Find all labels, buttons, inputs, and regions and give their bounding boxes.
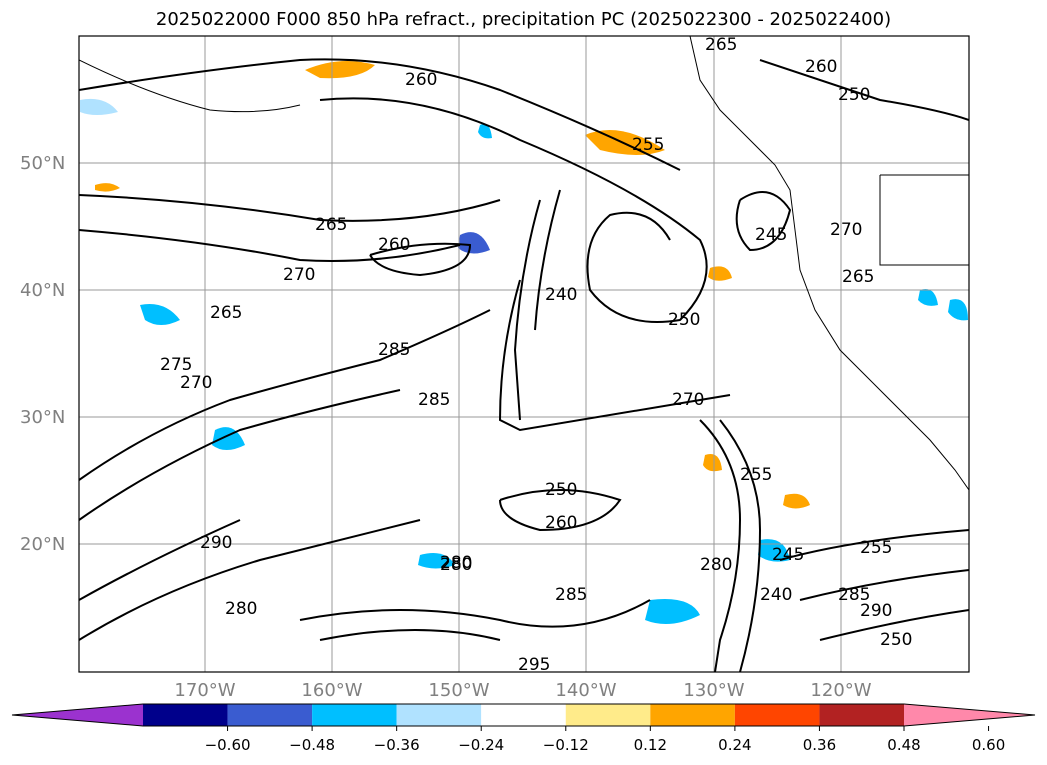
refractivity-contours [79,58,969,672]
colorbar-outline [11,703,1036,727]
contour-label: 240 [760,585,792,605]
lon-label-120w: 120°W [810,680,872,701]
precip-patch [212,427,245,450]
colorbar-segment [565,704,651,726]
contour-label: 285 [418,390,450,410]
lat-label-50n: 50°N [20,153,66,174]
contour-label: 240 [545,285,577,305]
colorbar-tick-label: 0.12 [633,736,668,754]
contour-label: 270 [672,390,704,410]
contour-label: 280 [440,553,472,573]
lon-label-160w: 160°W [301,680,363,701]
contour-label: 285 [838,585,870,605]
contour-label: 265 [210,303,242,323]
contour-label: 265 [705,35,737,55]
contour-label: 290 [200,533,232,553]
lat-label-40n: 40°N [20,280,66,301]
colorbar-tick-label: 0.36 [802,736,837,754]
lon-label-170w: 170°W [174,680,236,701]
map-frame [78,35,970,673]
precip-patch [758,539,790,562]
colorbar-tick-label: 0.24 [718,736,752,754]
contour-label: 280 [700,555,732,575]
contour-label: 250 [880,630,912,650]
contour-label: 265 [315,215,347,235]
lon-label-130w: 130°W [683,680,745,701]
colorbar-tick-label: −0.60 [204,736,251,754]
contour-label: 285 [555,585,587,605]
colorbar-segment [227,704,313,726]
contour-labels: 260 265 255 250 265 270 260 245 240 270 … [160,35,912,675]
colorbar-segment [734,704,820,726]
colorbar-tick-label: −0.48 [289,736,336,754]
lon-label-140w: 140°W [555,680,617,701]
colorbar-segment [143,704,228,726]
colorbar-segment [650,704,735,726]
colorbar-tick-label: −0.12 [542,736,589,754]
contour-label: 265 [842,267,874,287]
contour-label: 275 [160,355,192,375]
contour-label: 260 [805,57,837,77]
colorbar-extend-low [12,704,143,726]
contour-label: 260 [405,70,437,90]
contour-label: 280 [440,555,472,575]
precip-patch [458,232,490,254]
precip-patch [80,98,118,115]
colorbar-tick-label: −0.36 [373,736,420,754]
contour-label: 255 [860,538,892,558]
precip-patch [478,123,492,139]
contour-label: 260 [378,235,410,255]
contour-label: 255 [740,465,772,485]
precip-patch [948,299,968,321]
precip-patch [645,599,700,624]
coastline [79,36,969,491]
lat-label-20n: 20°N [20,534,66,555]
colorbar-segment [396,704,482,726]
colorbar-tick-label: 0.60 [971,736,1006,754]
map-plot-area: 260 265 255 250 265 270 260 245 240 270 … [79,35,969,675]
contour-label: 270 [180,373,212,393]
precip-patch [708,266,732,281]
contour-label: 285 [378,340,410,360]
colorbar-segment [312,704,397,726]
precip-patch [703,454,722,472]
contour-label: 260 [545,513,577,533]
contour-label: 280 [225,599,257,619]
colorbar-segment [819,704,904,726]
contour-label: 245 [772,545,804,565]
colorbar [11,703,1036,731]
lon-label-150w: 150°W [428,680,490,701]
precip-patch [418,552,455,569]
contour-label: 250 [545,480,577,500]
colorbar-tick-label: −0.24 [458,736,505,754]
contour-label: 270 [830,220,862,240]
precip-patch [140,304,180,325]
contour-label: 245 [755,225,787,245]
precip-patch [305,61,375,79]
colorbar-extend-high [904,704,1035,726]
contour-label: 295 [518,655,550,675]
colorbar-segment [481,704,566,726]
contour-label: 250 [838,85,870,105]
contour-label: 290 [860,601,892,621]
contour-label: 250 [668,310,700,330]
contour-label: 255 [632,135,664,155]
precip-patch [783,493,810,509]
map-title: 2025022000 F000 850 hPa refract., precip… [155,9,892,30]
precip-patch [918,289,938,306]
graticule [79,36,969,672]
precip-patch [95,183,120,192]
contour-label: 270 [283,265,315,285]
lat-label-30n: 30°N [20,407,66,428]
colorbar-tick-label: 0.48 [887,736,921,754]
